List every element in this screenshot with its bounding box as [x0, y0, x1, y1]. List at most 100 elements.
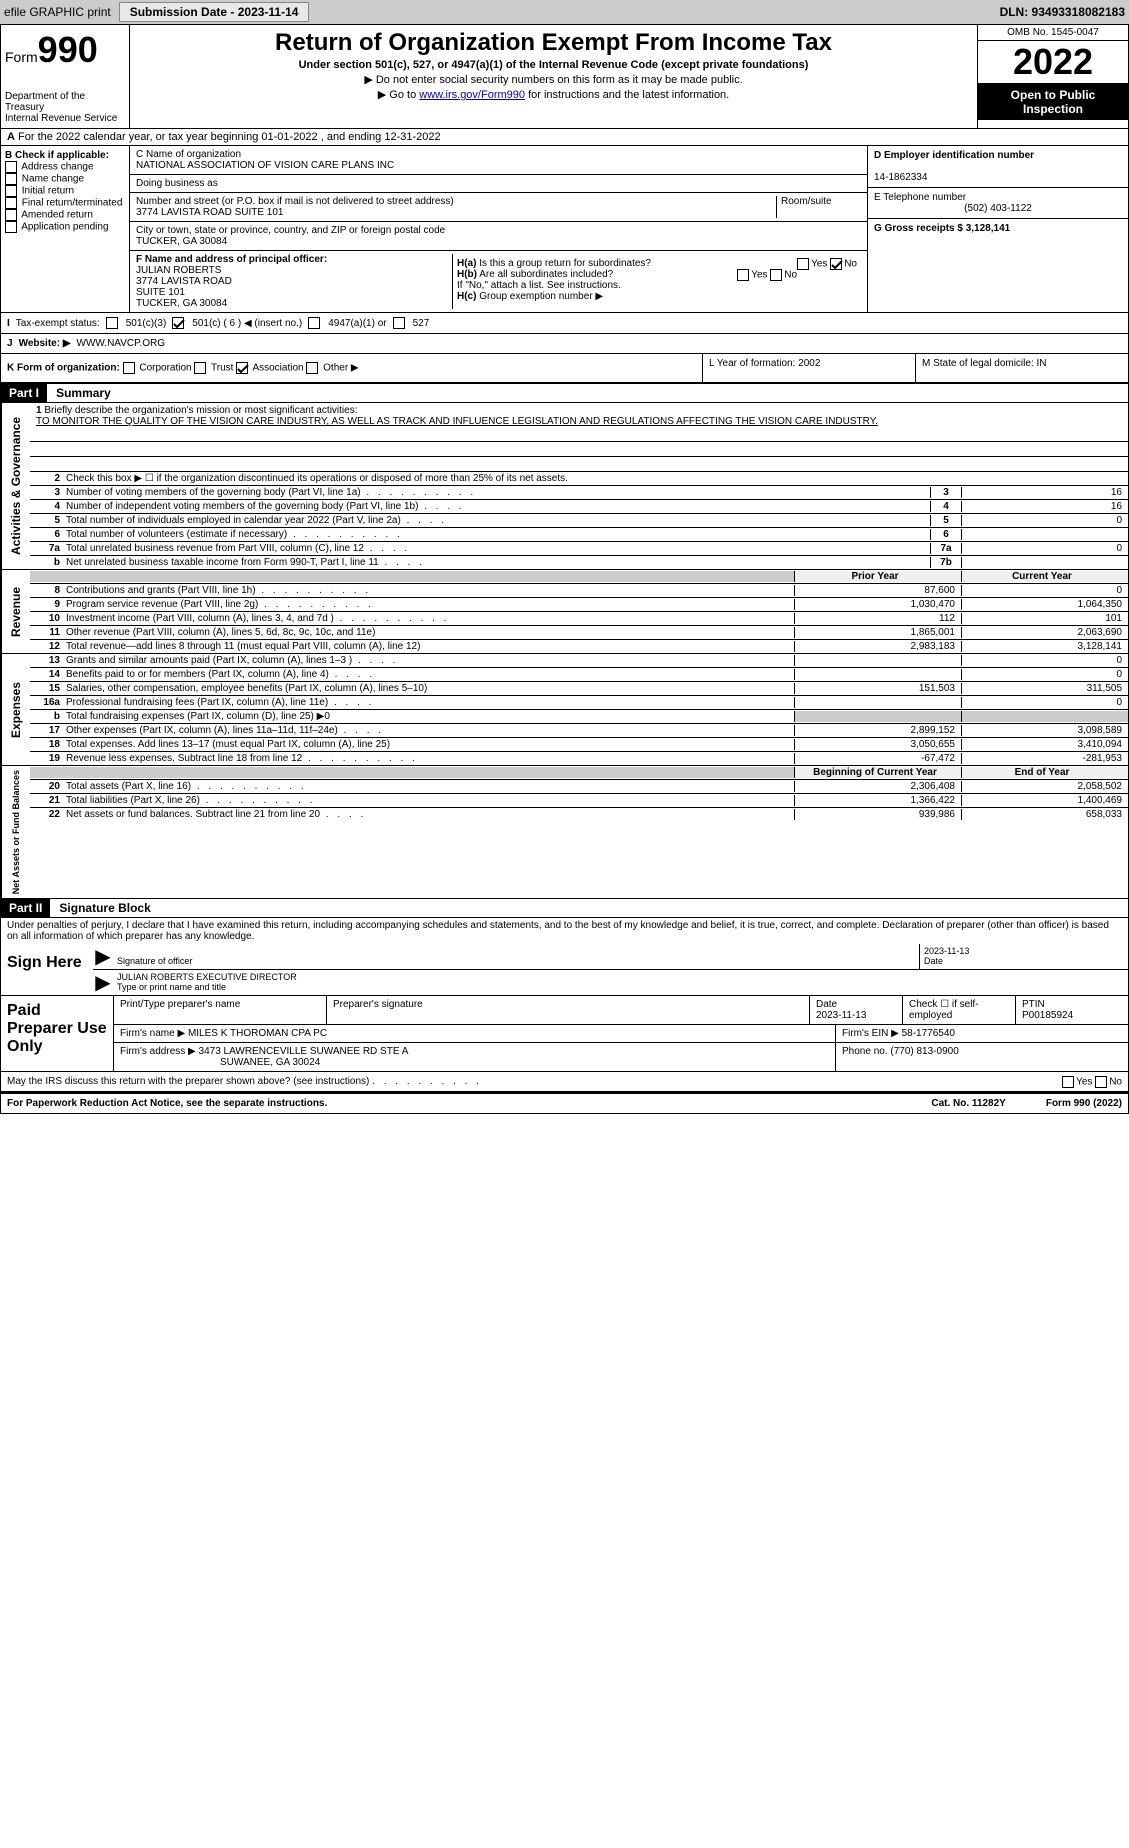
hc-text: Group exemption number ▶ [479, 291, 603, 302]
line19: Revenue less expenses. Subtract line 18 … [66, 753, 794, 764]
ein-value: 14-1862334 [874, 172, 927, 183]
part1-header: Part I Summary [1, 384, 1128, 402]
prep-date: 2023-11-13 [816, 1010, 866, 1021]
officer-addr1: 3774 LAVISTA ROAD [136, 276, 232, 287]
firm-ein: Firm's EIN ▶ 58-1776540 [836, 1025, 1128, 1042]
c-label: C Name of organization [136, 149, 241, 160]
line22: Net assets or fund balances. Subtract li… [66, 809, 794, 820]
col-eoy: End of Year [961, 767, 1128, 778]
line7a: Total unrelated business revenue from Pa… [66, 543, 930, 554]
checkbox-amended[interactable] [5, 209, 17, 221]
f-label: F Name and address of principal officer: [136, 254, 327, 265]
note-ssn: ▶ Do not enter social security numbers o… [134, 73, 973, 86]
pra-notice: For Paperwork Reduction Act Notice, see … [7, 1098, 327, 1109]
hb-note: If "No," attach a list. See instructions… [457, 280, 857, 291]
checkbox-name-change[interactable] [5, 173, 17, 185]
street-address: 3774 LAVISTA ROAD SUITE 101 [136, 207, 283, 218]
ha-yes[interactable] [797, 258, 809, 270]
firm-name: MILES K THOROMAN CPA PC [188, 1028, 327, 1039]
irs-link[interactable]: www.irs.gov/Form990 [419, 89, 525, 101]
row-k: K Form of organization: Corporation Trus… [1, 354, 702, 382]
dept-label: Department of the Treasury [5, 91, 125, 113]
col-current: Current Year [961, 571, 1128, 582]
checkbox-527[interactable] [393, 317, 405, 329]
checkbox-501c[interactable] [172, 317, 184, 329]
checkbox-initial-return[interactable] [5, 185, 17, 197]
l-year: L Year of formation: 2002 [702, 354, 915, 382]
row-a: A For the 2022 calendar year, or tax yea… [1, 129, 1128, 146]
v-label-governance: Activities & Governance [1, 403, 30, 569]
form-header: Form990 Department of the Treasury Inter… [1, 25, 1128, 129]
checkbox-other[interactable] [306, 362, 318, 374]
d-label: D Employer identification number [874, 150, 1034, 161]
checkbox-final-return[interactable] [5, 197, 17, 209]
penalties-text: Under penalties of perjury, I declare th… [1, 917, 1128, 944]
arrow-icon: ▶ [93, 970, 113, 995]
line15: Salaries, other compensation, employee b… [66, 683, 794, 694]
form-subtitle: Under section 501(c), 527, or 4947(a)(1)… [134, 59, 973, 71]
part2-header: Part II Signature Block [1, 899, 1128, 917]
paid-preparer-label: Paid Preparer Use Only [1, 996, 114, 1071]
form-label: Form 990 (2022) [1046, 1098, 1122, 1109]
col-boy: Beginning of Current Year [794, 767, 961, 778]
checkbox-4947[interactable] [308, 317, 320, 329]
hb-yes[interactable] [737, 269, 749, 281]
checkbox-trust[interactable] [194, 362, 206, 374]
line4: Number of independent voting members of … [66, 501, 930, 512]
line1-text: Briefly describe the organization's miss… [44, 405, 357, 416]
line21: Total liabilities (Part X, line 26) [66, 795, 794, 806]
officer-city: TUCKER, GA 30084 [136, 298, 227, 309]
v-label-revenue: Revenue [1, 570, 30, 653]
col-prior: Prior Year [794, 571, 961, 582]
self-employed-check[interactable]: Check ☐ if self-employed [903, 996, 1016, 1024]
submission-date-btn[interactable]: Submission Date - 2023-11-14 [119, 2, 310, 22]
row-i: I Tax-exempt status: 501(c)(3) 501(c) ( … [1, 313, 1128, 333]
line17: Other expenses (Part IX, column (A), lin… [66, 725, 794, 736]
form-number: Form990 [5, 29, 125, 71]
checkbox-address-change[interactable] [5, 161, 17, 173]
firm-addr: 3473 LAWRENCEVILLE SUWANEE RD STE A [199, 1046, 409, 1057]
firm-phone: Phone no. (770) 813-0900 [836, 1043, 1128, 1071]
prep-name-label: Print/Type preparer's name [114, 996, 327, 1024]
addr-label: Number and street (or P.O. box if mail i… [136, 196, 454, 207]
hb-text: Are all subordinates included? [479, 269, 613, 280]
line20: Total assets (Part X, line 16) [66, 781, 794, 792]
open-public-badge: Open to Public Inspection [978, 84, 1128, 120]
sig-officer-label: Signature of officer [117, 956, 192, 966]
line2: Check this box ▶ ☐ if the organization d… [66, 473, 1128, 484]
officer-name: JULIAN ROBERTS [136, 265, 221, 276]
irs-no[interactable] [1095, 1076, 1107, 1088]
line7b: Net unrelated business taxable income fr… [66, 557, 930, 568]
ha-text: Is this a group return for subordinates? [479, 258, 651, 269]
room-label: Room/suite [781, 196, 832, 207]
checkbox-assoc[interactable] [236, 362, 248, 374]
checkbox-corp[interactable] [123, 362, 135, 374]
checkbox-pending[interactable] [5, 221, 17, 233]
line11: Other revenue (Part VIII, column (A), li… [66, 627, 794, 638]
line5: Total number of individuals employed in … [66, 515, 930, 526]
line10: Investment income (Part VIII, column (A)… [66, 613, 794, 624]
line8: Contributions and grants (Part VIII, lin… [66, 585, 794, 596]
checkbox-501c3[interactable] [106, 317, 118, 329]
v-label-expenses: Expenses [1, 654, 30, 765]
ptin-value: P00185924 [1022, 1010, 1073, 1021]
v-label-netassets: Net Assets or Fund Balances [1, 766, 30, 898]
firm-city: SUWANEE, GA 30024 [120, 1057, 320, 1068]
ha-no[interactable] [830, 258, 842, 270]
row-j: J Website: ▶ WWW.NAVCP.ORG [1, 334, 1128, 353]
city-value: TUCKER, GA 30084 [136, 236, 227, 247]
omb-number: OMB No. 1545-0047 [978, 25, 1128, 41]
hb-no[interactable] [770, 269, 782, 281]
line18: Total expenses. Add lines 13–17 (must eq… [66, 739, 794, 750]
footer: For Paperwork Reduction Act Notice, see … [1, 1093, 1128, 1113]
officer-name-printed: JULIAN ROBERTS EXECUTIVE DIRECTOR [117, 972, 297, 982]
line3: Number of voting members of the governin… [66, 487, 930, 498]
form-container: Form990 Department of the Treasury Inter… [0, 24, 1129, 1114]
phone-value: (502) 403-1122 [874, 203, 1122, 214]
line16b: Total fundraising expenses (Part IX, col… [66, 711, 794, 722]
sig-date: 2023-11-13 [924, 946, 969, 956]
city-label: City or town, state or province, country… [136, 225, 445, 236]
irs-yes[interactable] [1062, 1076, 1074, 1088]
line13: Grants and similar amounts paid (Part IX… [66, 655, 794, 666]
note-goto: ▶ Go to www.irs.gov/Form990 for instruct… [134, 88, 973, 101]
